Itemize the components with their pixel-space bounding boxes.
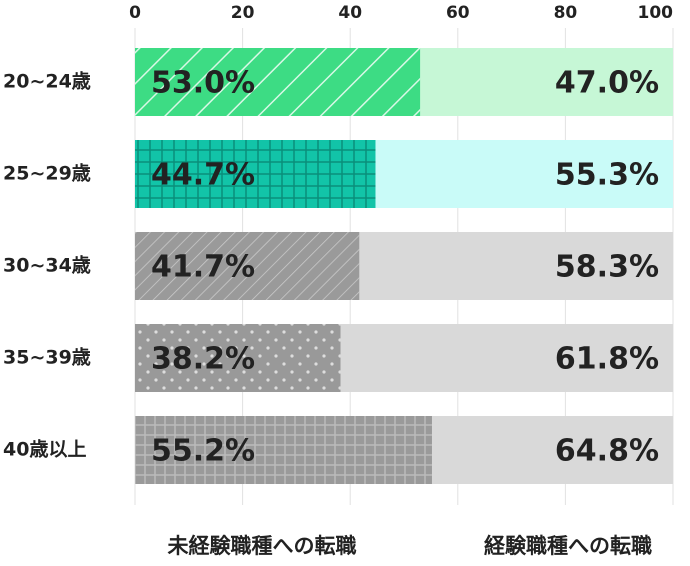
value-label: 53.0% bbox=[151, 66, 255, 101]
value-label: 41.7% bbox=[151, 250, 255, 285]
x-tick-label: 0 bbox=[129, 3, 141, 23]
value-label: 44.7% bbox=[151, 158, 255, 193]
bar bbox=[359, 232, 673, 300]
x-tick-label: 40 bbox=[338, 3, 362, 23]
legend-label: 経験職種への転職 bbox=[484, 534, 652, 558]
y-tick-label: 20~24歳 bbox=[3, 71, 91, 93]
value-label: 38.2% bbox=[151, 342, 255, 377]
value-label: 64.8% bbox=[555, 434, 659, 469]
y-tick-label: 30~34歳 bbox=[3, 255, 91, 277]
bar bbox=[420, 48, 673, 116]
value-label: 58.3% bbox=[555, 250, 659, 285]
value-label: 55.2% bbox=[151, 434, 255, 469]
value-label: 55.3% bbox=[555, 158, 659, 193]
x-tick-label: 100 bbox=[638, 3, 674, 23]
x-tick-label: 80 bbox=[554, 3, 578, 23]
bar bbox=[340, 324, 673, 392]
y-tick-label: 25~29歳 bbox=[3, 163, 91, 185]
bar-pattern bbox=[135, 48, 421, 116]
bar-pattern bbox=[135, 416, 432, 484]
legend-label: 未経験職種への転職 bbox=[168, 534, 357, 558]
y-tick-label: 35~39歳 bbox=[3, 347, 91, 369]
bar bbox=[375, 140, 673, 208]
value-label: 61.8% bbox=[555, 342, 659, 377]
bar-pattern bbox=[135, 324, 341, 392]
x-tick-label: 60 bbox=[446, 3, 470, 23]
bar-pattern bbox=[135, 232, 360, 300]
value-label: 47.0% bbox=[555, 66, 659, 101]
x-tick-label: 20 bbox=[231, 3, 255, 23]
y-tick-label: 40歳以上 bbox=[3, 439, 86, 461]
bar-pattern bbox=[135, 140, 376, 208]
